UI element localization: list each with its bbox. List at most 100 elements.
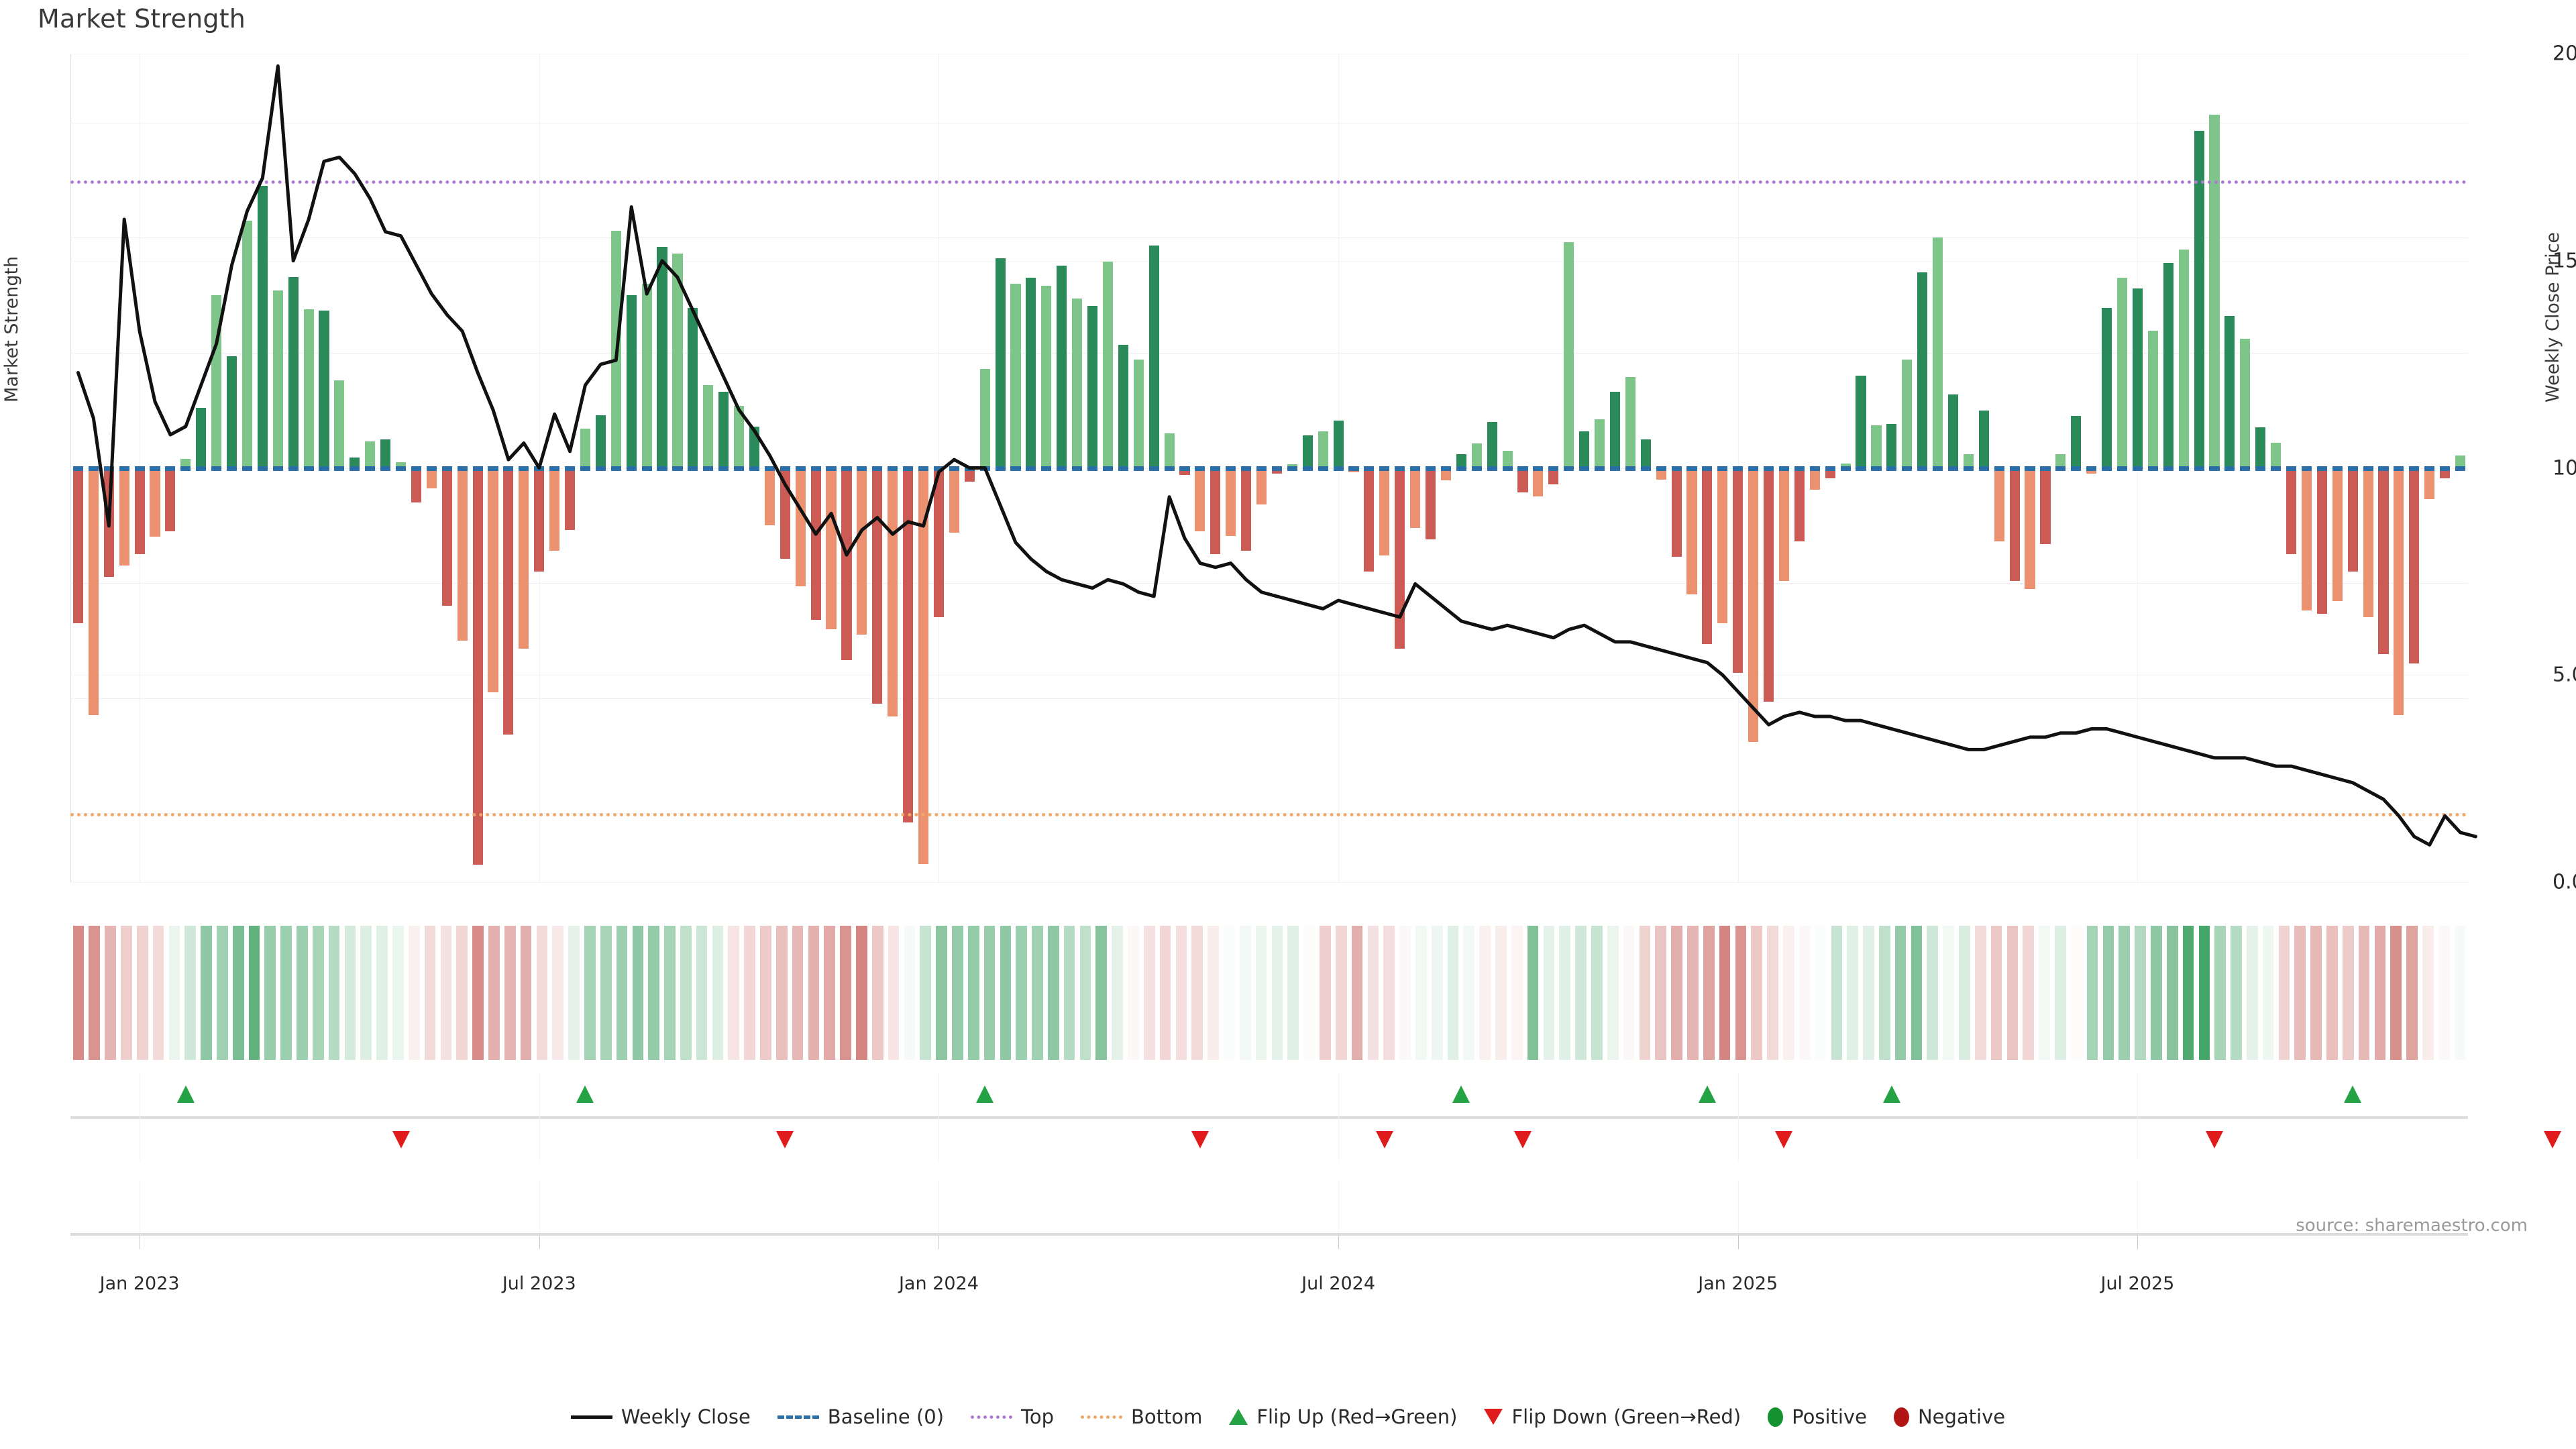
heat-cell-negative[interactable]	[2006, 926, 2019, 1060]
heat-cell-positive[interactable]	[168, 926, 180, 1060]
bar-positive[interactable]	[2071, 416, 2082, 468]
heat-cell-negative[interactable]	[2422, 926, 2434, 1060]
legend-item-baseline[interactable]: Baseline (0)	[777, 1405, 944, 1428]
heat-cell-negative[interactable]	[840, 926, 851, 1060]
bar-negative[interactable]	[549, 468, 560, 551]
heat-cell-positive[interactable]	[1431, 926, 1443, 1060]
bar-negative[interactable]	[1195, 468, 1205, 531]
bar-negative[interactable]	[457, 468, 468, 641]
bar-positive[interactable]	[365, 441, 376, 468]
heat-cell-negative[interactable]	[424, 926, 436, 1060]
bar-positive[interactable]	[2224, 316, 2235, 468]
legend-item-weekly-close[interactable]: Weekly Close	[570, 1405, 751, 1428]
heat-cell-positive[interactable]	[264, 926, 276, 1060]
heat-cell-negative[interactable]	[1655, 926, 1667, 1060]
bar-negative[interactable]	[488, 468, 498, 692]
heat-cell-negative[interactable]	[152, 926, 164, 1060]
bar-negative[interactable]	[764, 468, 775, 526]
heat-cell-negative[interactable]	[2326, 926, 2338, 1060]
bar-negative[interactable]	[2347, 468, 2358, 572]
bar-negative[interactable]	[2009, 468, 2020, 581]
heat-cell-positive[interactable]	[1063, 926, 1075, 1060]
heat-cell-negative[interactable]	[2406, 926, 2418, 1060]
bar-negative[interactable]	[1425, 468, 1436, 539]
bar-negative[interactable]	[826, 468, 837, 629]
heat-cell-negative[interactable]	[1208, 926, 1219, 1060]
heat-cell-negative[interactable]	[2390, 926, 2402, 1060]
flip-down-marker[interactable]	[2544, 1131, 2561, 1148]
heat-cell-negative[interactable]	[1671, 926, 1682, 1060]
heat-cell-positive[interactable]	[280, 926, 292, 1060]
heat-cell-negative[interactable]	[1143, 926, 1155, 1060]
legend-item-top[interactable]: Top	[971, 1405, 1054, 1428]
heat-cell-positive[interactable]	[2262, 926, 2274, 1060]
bar-positive[interactable]	[2147, 331, 2158, 468]
heat-cell-positive[interactable]	[1224, 926, 1235, 1060]
bar-positive[interactable]	[1148, 246, 1159, 468]
heat-cell-negative[interactable]	[856, 926, 867, 1060]
bar-positive[interactable]	[1579, 431, 1590, 468]
flip-up-marker[interactable]	[1882, 1085, 1900, 1103]
bar-negative[interactable]	[857, 468, 867, 635]
bar-negative[interactable]	[872, 468, 883, 704]
heat-cell-negative[interactable]	[1974, 926, 1986, 1060]
bar-positive[interactable]	[272, 290, 283, 468]
bar-negative[interactable]	[2286, 468, 2297, 555]
bar-negative[interactable]	[1702, 468, 1713, 644]
bar-positive[interactable]	[595, 415, 606, 468]
bar-positive[interactable]	[1133, 360, 1144, 468]
bar-negative[interactable]	[1994, 468, 2004, 542]
bar-positive[interactable]	[1902, 360, 1913, 468]
heat-cell-negative[interactable]	[552, 926, 564, 1060]
heat-cell-negative[interactable]	[2438, 926, 2450, 1060]
heat-cell-positive[interactable]	[1048, 926, 1059, 1060]
bar-negative[interactable]	[1671, 468, 1682, 557]
heat-cell-negative[interactable]	[1990, 926, 2002, 1060]
bar-negative[interactable]	[810, 468, 821, 620]
heat-cell-positive[interactable]	[1016, 926, 1028, 1060]
heat-cell-positive[interactable]	[184, 926, 197, 1060]
heat-cell-negative[interactable]	[1367, 926, 1379, 1060]
heat-cell-negative[interactable]	[2278, 926, 2290, 1060]
bar-negative[interactable]	[1533, 468, 1544, 497]
heat-cell-negative[interactable]	[744, 926, 755, 1060]
bar-positive[interactable]	[2209, 114, 2220, 468]
legend-item-positive[interactable]: Positive	[1768, 1405, 1867, 1428]
bar-positive[interactable]	[1471, 443, 1482, 468]
heat-cell-positive[interactable]	[936, 926, 947, 1060]
bar-negative[interactable]	[1764, 468, 1774, 702]
bar-positive[interactable]	[2240, 339, 2251, 468]
flip-up-marker[interactable]	[1452, 1085, 1470, 1103]
heat-cell-positive[interactable]	[1959, 926, 1970, 1060]
bar-positive[interactable]	[334, 380, 345, 468]
bar-negative[interactable]	[1717, 468, 1728, 624]
heat-cell-positive[interactable]	[2166, 926, 2178, 1060]
heat-cell-negative[interactable]	[2294, 926, 2306, 1060]
heat-cell-positive[interactable]	[1095, 926, 1108, 1060]
heat-cell-negative[interactable]	[1399, 926, 1411, 1060]
heat-cell-negative[interactable]	[1128, 926, 1139, 1060]
heat-cell-positive[interactable]	[1927, 926, 1939, 1060]
heat-cell-positive[interactable]	[616, 926, 628, 1060]
heat-cell-positive[interactable]	[920, 926, 932, 1060]
bar-negative[interactable]	[1748, 468, 1759, 742]
bar-positive[interactable]	[1041, 286, 1052, 468]
bar-negative[interactable]	[2378, 468, 2389, 655]
bar-positive[interactable]	[1564, 242, 1574, 468]
flip-down-marker[interactable]	[776, 1131, 794, 1148]
flip-up-marker[interactable]	[576, 1085, 594, 1103]
bar-negative[interactable]	[565, 468, 576, 531]
heat-cell-positive[interactable]	[983, 926, 996, 1060]
bar-negative[interactable]	[1256, 468, 1267, 505]
heat-cell-positive[interactable]	[2102, 926, 2114, 1060]
heat-cell-negative[interactable]	[105, 926, 116, 1060]
heat-cell-negative[interactable]	[1751, 926, 1763, 1060]
bar-negative[interactable]	[2424, 468, 2435, 499]
heat-cell-positive[interactable]	[632, 926, 644, 1060]
bar-positive[interactable]	[1087, 305, 1098, 468]
bar-negative[interactable]	[918, 468, 929, 864]
bar-positive[interactable]	[303, 309, 314, 468]
bar-positive[interactable]	[1856, 376, 1866, 468]
heat-cell-positive[interactable]	[1815, 926, 1827, 1060]
heat-cell-negative[interactable]	[1735, 926, 1747, 1060]
